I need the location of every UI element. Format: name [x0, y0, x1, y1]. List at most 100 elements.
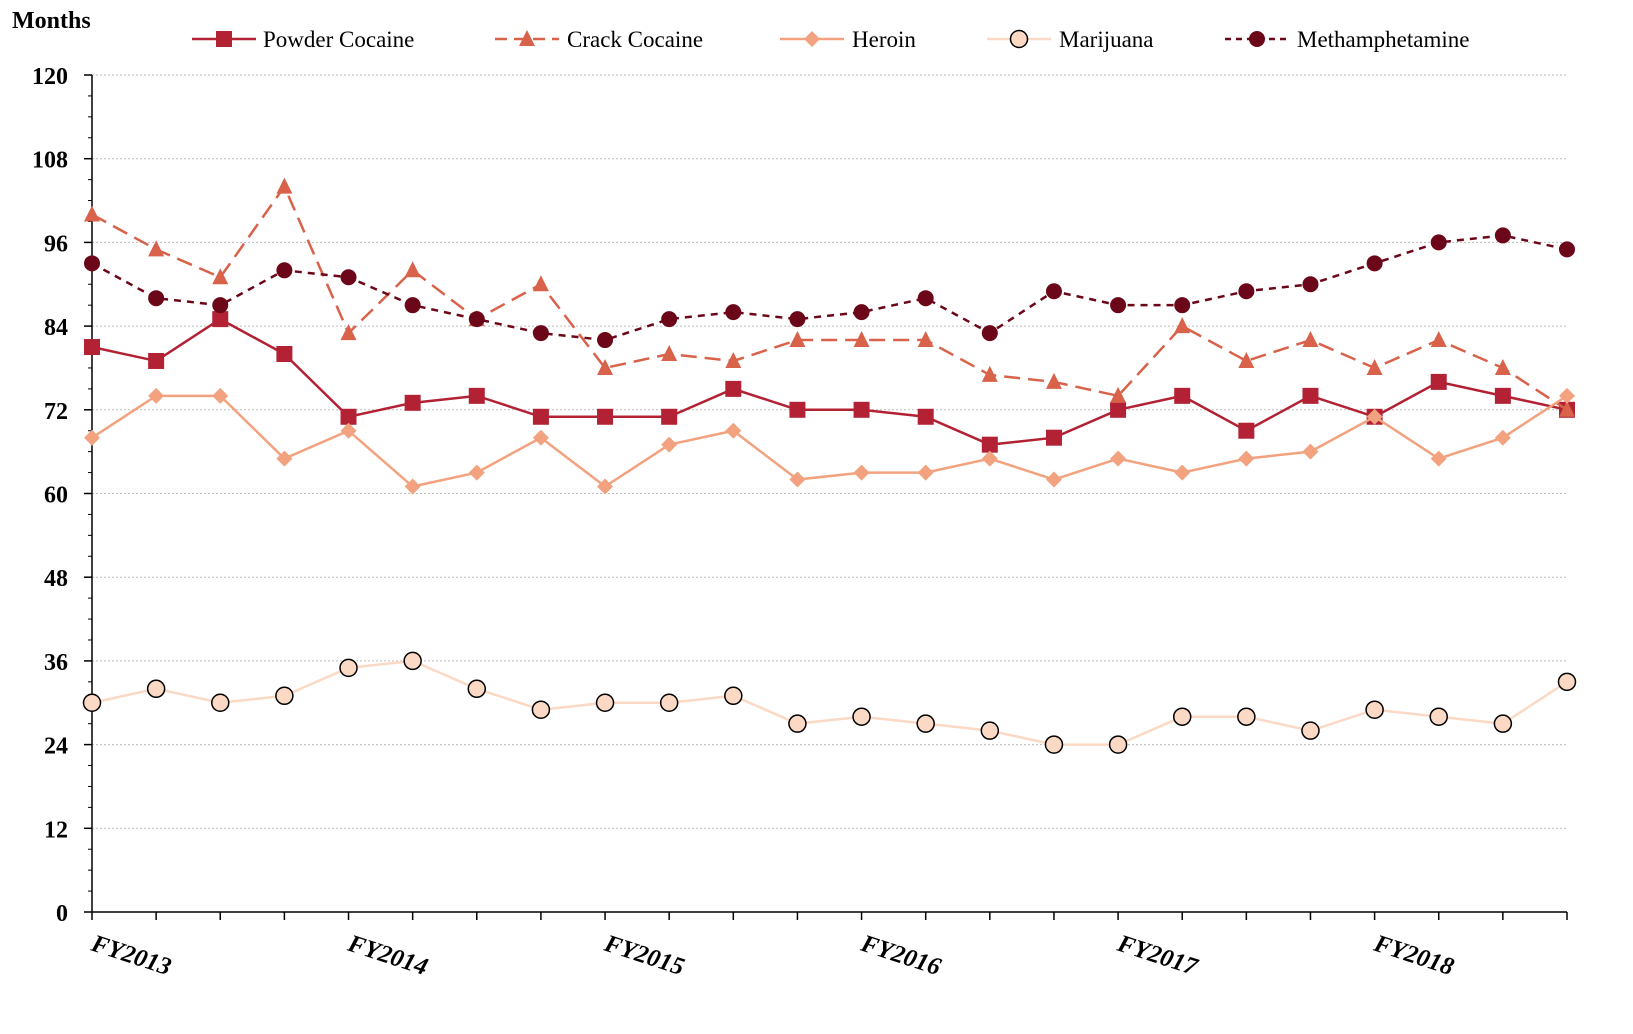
- x-tick-label: FY2015: [600, 930, 687, 981]
- axes: [84, 74, 1568, 920]
- data-point-heroin: [404, 478, 421, 495]
- data-point-heroin: [1110, 450, 1127, 467]
- y-tick-label: 108: [32, 148, 68, 174]
- data-point-methamphetamine: [148, 290, 165, 307]
- data-point-heroin: [1174, 464, 1191, 481]
- data-point-heroin: [789, 471, 806, 488]
- x-tick-label: FY2014: [344, 930, 431, 981]
- data-point-heroin: [1494, 429, 1511, 446]
- data-point-methamphetamine: [1174, 297, 1191, 314]
- data-point-crack-cocaine: [532, 275, 549, 292]
- y-tick-label: 24: [44, 734, 68, 760]
- data-point-marijuana: [82, 693, 102, 712]
- data-point-methamphetamine: [404, 297, 421, 314]
- data-point-marijuana: [724, 686, 743, 706]
- data-point-marijuana: [852, 707, 871, 726]
- data-point-heroin: [148, 387, 165, 404]
- legend-item-powder-cocaine: Powder Cocaine: [192, 27, 414, 52]
- data-point-heroin: [212, 387, 229, 404]
- data-point-methamphetamine: [532, 325, 549, 342]
- data-point-heroin: [1366, 408, 1383, 425]
- data-point-powder-cocaine: [661, 408, 678, 425]
- data-point-marijuana: [659, 693, 679, 712]
- data-point-heroin: [276, 450, 293, 467]
- data-point-heroin: [981, 450, 998, 467]
- legend-item-marijuana: Marijuana: [987, 27, 1154, 52]
- data-point-powder-cocaine: [1494, 387, 1511, 404]
- data-point-heroin: [340, 422, 357, 439]
- data-point-methamphetamine: [212, 297, 229, 314]
- data-point-powder-cocaine: [404, 394, 421, 411]
- data-point-marijuana: [1237, 707, 1256, 726]
- data-point-methamphetamine: [1238, 283, 1255, 300]
- data-point-methamphetamine: [340, 269, 357, 286]
- legend: Powder Cocaine Crack Cocaine Heroin Marijua…: [192, 27, 1469, 52]
- data-point-methamphetamine: [1366, 255, 1383, 272]
- y-tick-label: 60: [44, 483, 68, 509]
- data-point-heroin: [917, 464, 934, 481]
- data-point-marijuana: [916, 714, 935, 733]
- data-point-methamphetamine: [917, 290, 934, 307]
- data-point-crack-cocaine: [1494, 358, 1511, 375]
- gridlines: [92, 74, 1567, 829]
- y-tick-label: 84: [44, 315, 68, 341]
- legend-marker-heroin: [804, 31, 820, 47]
- data-point-crack-cocaine: [1302, 331, 1319, 348]
- series-methamphetamine: [84, 227, 1575, 349]
- data-point-methamphetamine: [276, 262, 293, 279]
- legend-label-heroin: Heroin: [852, 27, 916, 52]
- series-line-marijuana: [91, 659, 1568, 746]
- legend-item-methamphetamine: Methamphetamine: [1225, 27, 1469, 52]
- data-point-heroin: [1302, 443, 1319, 460]
- data-point-methamphetamine: [725, 304, 742, 321]
- series-powder-cocaine: [84, 311, 1575, 453]
- data-point-methamphetamine: [1110, 297, 1127, 314]
- data-point-crack-cocaine: [1559, 400, 1575, 417]
- data-point-heroin: [661, 436, 678, 453]
- data-point-marijuana: [275, 686, 294, 706]
- data-point-heroin: [1045, 471, 1062, 488]
- legend-item-heroin: Heroin: [780, 27, 916, 52]
- data-point-marijuana: [1557, 672, 1577, 692]
- y-tick-label: 48: [44, 566, 68, 592]
- data-point-crack-cocaine: [1366, 358, 1383, 375]
- data-point-powder-cocaine: [1302, 387, 1319, 404]
- data-point-heroin: [1238, 450, 1255, 467]
- legend-label-powder-cocaine: Powder Cocaine: [263, 27, 414, 52]
- data-point-marijuana: [980, 721, 1000, 740]
- series-crack-cocaine: [84, 177, 1575, 417]
- data-point-crack-cocaine: [1238, 351, 1255, 368]
- data-point-crack-cocaine: [404, 261, 421, 278]
- data-point-marijuana: [467, 679, 487, 699]
- data-point-heroin: [597, 478, 614, 495]
- legend-label-crack-cocaine: Crack Cocaine: [567, 27, 703, 52]
- data-point-crack-cocaine: [725, 351, 742, 368]
- x-tick-label: FY2013: [87, 930, 174, 981]
- data-point-marijuana: [1301, 721, 1320, 740]
- data-point-powder-cocaine: [1430, 373, 1447, 390]
- data-point-heroin: [1430, 450, 1447, 467]
- legend-marker-marijuana: [1009, 29, 1029, 49]
- legend-label-methamphetamine: Methamphetamine: [1297, 27, 1469, 52]
- data-point-methamphetamine: [1559, 241, 1575, 258]
- data-point-powder-cocaine: [532, 408, 549, 425]
- data-point-crack-cocaine: [340, 324, 357, 341]
- data-point-crack-cocaine: [917, 331, 934, 348]
- x-tick-labels: FY2013 FY2014 FY2015 FY2016 FY2017 FY2018: [87, 930, 1457, 982]
- data-point-crack-cocaine: [789, 331, 806, 348]
- legend-marker-crack-cocaine: [519, 30, 535, 46]
- data-point-heroin: [532, 429, 549, 446]
- data-point-powder-cocaine: [1045, 429, 1062, 446]
- legend-marker-methamphetamine: [1249, 31, 1265, 47]
- x-tick-label: FY2017: [1113, 930, 1202, 982]
- data-point-methamphetamine: [1430, 234, 1447, 251]
- series-line-heroin: [91, 394, 1568, 489]
- y-tick-label: 72: [44, 399, 68, 425]
- data-point-methamphetamine: [1045, 283, 1062, 300]
- data-point-methamphetamine: [84, 255, 100, 272]
- y-tick-label: 96: [44, 231, 68, 257]
- legend-item-crack-cocaine: Crack Cocaine: [495, 27, 703, 52]
- data-point-powder-cocaine: [340, 408, 357, 425]
- data-point-methamphetamine: [789, 311, 806, 328]
